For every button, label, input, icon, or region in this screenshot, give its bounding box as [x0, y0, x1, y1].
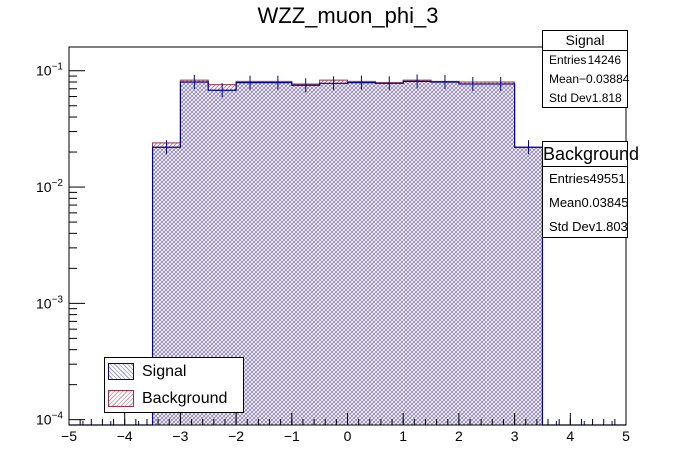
x-tick-label: −2 — [228, 428, 244, 444]
std-label: Std Dev — [549, 91, 592, 105]
signal-bar — [431, 82, 459, 425]
entries-label: Entries — [549, 171, 590, 186]
background-swatch — [108, 390, 134, 407]
signal-swatch — [108, 363, 134, 380]
x-tick-label: 2 — [455, 428, 463, 444]
y-tick-label: 10−4 — [36, 411, 63, 428]
chart-title: WZZ_muon_phi_3 — [257, 3, 439, 28]
legend-label-background: Background — [142, 389, 228, 407]
x-tick-label: 3 — [511, 428, 519, 444]
y-tick-label: 10−3 — [36, 294, 63, 311]
background-stats-title: Background — [543, 142, 639, 167]
legend-label-signal: Signal — [142, 362, 187, 380]
signal-outline — [69, 74, 626, 426]
mean-label: Mean — [549, 195, 582, 210]
y-tick-label: 10−2 — [36, 178, 63, 195]
y-tick-label: 10−1 — [36, 62, 63, 79]
x-tick-label: 5 — [622, 428, 630, 444]
background-entries-row: Entries 49551 — [543, 167, 627, 191]
x-axis: −5 −4 −3 −2 −1 0 1 2 3 4 5 — [61, 413, 630, 444]
x-tick-label: 0 — [344, 428, 352, 444]
background-std-row: Std Dev 1.803 — [543, 215, 628, 239]
mean-label: Mean — [549, 72, 580, 86]
signal-bar — [375, 83, 404, 425]
legend-item-background: Background — [105, 385, 243, 412]
signal-entries-row: Entries 14246 — [543, 51, 627, 70]
signal-bar — [403, 81, 432, 425]
signal-std-row: Std Dev 1.818 — [543, 89, 627, 108]
x-tick-label: 4 — [566, 428, 574, 444]
signal-bar — [486, 83, 515, 425]
signal-bar — [319, 83, 348, 425]
y-axis: 10−4 10−3 10−2 10−1 — [36, 62, 85, 428]
legend: Signal Background — [104, 357, 244, 413]
signal-bar — [458, 83, 487, 425]
background-stats-box: Background Entries 49551 Mean 0.03845 St… — [542, 141, 639, 239]
entries-value: 49551 — [589, 171, 626, 186]
entries-value: 14246 — [587, 53, 621, 67]
signal-stats-title: Signal — [543, 31, 627, 51]
x-tick-label: 1 — [399, 428, 407, 444]
signal-step-line — [69, 80, 626, 426]
signal-mean-row: Mean −0.03884 — [543, 70, 630, 89]
background-mean-row: Mean 0.03845 — [543, 191, 629, 215]
signal-bar — [347, 82, 376, 425]
mean-value: −0.03884 — [579, 72, 630, 86]
std-label: Std Dev — [549, 219, 596, 234]
std-value: 1.818 — [591, 91, 622, 105]
legend-item-signal: Signal — [105, 358, 243, 385]
mean-value: 0.03845 — [581, 195, 629, 210]
signal-bar — [291, 85, 320, 426]
std-value: 1.803 — [595, 219, 628, 234]
signal-stats-box: Signal Entries 14246 Mean −0.03884 Std D… — [542, 30, 630, 108]
signal-bar — [514, 147, 543, 425]
x-tick-label: −4 — [117, 428, 133, 444]
x-tick-label: −1 — [284, 428, 300, 444]
entries-label: Entries — [549, 53, 587, 67]
x-tick-label: −5 — [61, 428, 77, 444]
signal-bar — [263, 82, 292, 425]
x-tick-label: −3 — [172, 428, 188, 444]
